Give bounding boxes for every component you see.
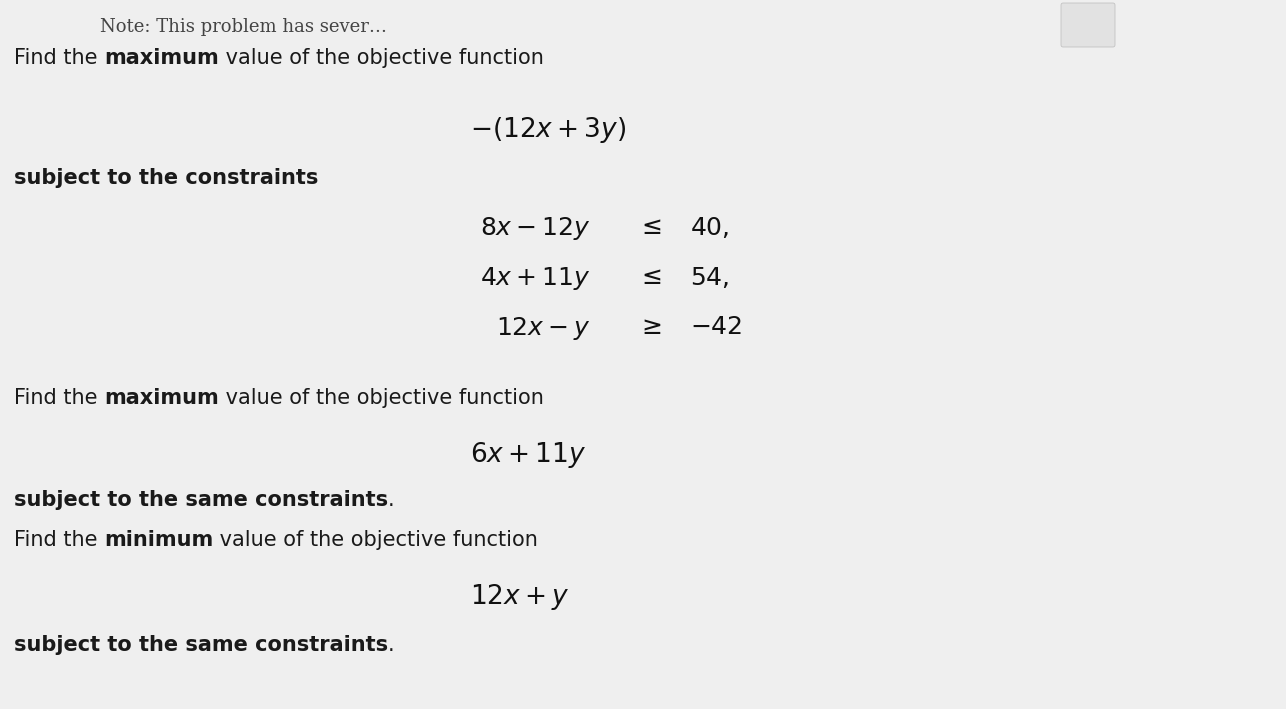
- Text: $12x + y$: $12x + y$: [469, 582, 570, 612]
- Text: $4x + 11y$: $4x + 11y$: [480, 265, 590, 292]
- Text: $54,$: $54,$: [691, 265, 729, 290]
- Text: $\geq$: $\geq$: [638, 315, 662, 339]
- Text: Find the: Find the: [14, 388, 104, 408]
- Text: $-42$: $-42$: [691, 315, 742, 339]
- Text: $-(12x + 3y)$: $-(12x + 3y)$: [469, 115, 626, 145]
- Text: subject to the constraints: subject to the constraints: [14, 168, 319, 188]
- Text: subject to the same constraints: subject to the same constraints: [14, 490, 388, 510]
- Text: $8x - 12y$: $8x - 12y$: [480, 215, 590, 242]
- Text: $6x + 11y$: $6x + 11y$: [469, 440, 586, 470]
- Text: minimum: minimum: [104, 530, 213, 550]
- Text: Find the: Find the: [14, 530, 104, 550]
- Text: $\leq$: $\leq$: [638, 265, 662, 289]
- Text: maximum: maximum: [104, 388, 219, 408]
- Text: value of the objective function: value of the objective function: [219, 48, 544, 68]
- Text: value of the objective function: value of the objective function: [213, 530, 539, 550]
- Text: Note: This problem has sever…: Note: This problem has sever…: [100, 18, 387, 36]
- Text: value of the objective function: value of the objective function: [219, 388, 544, 408]
- Text: $40,$: $40,$: [691, 215, 729, 240]
- Text: Find the: Find the: [14, 48, 104, 68]
- Text: $\leq$: $\leq$: [638, 215, 662, 239]
- Text: .: .: [388, 490, 395, 510]
- Text: subject to the same constraints: subject to the same constraints: [14, 635, 388, 655]
- FancyBboxPatch shape: [1061, 3, 1115, 47]
- Text: .: .: [388, 635, 395, 655]
- Text: maximum: maximum: [104, 48, 219, 68]
- Text: $12x - y$: $12x - y$: [495, 315, 590, 342]
